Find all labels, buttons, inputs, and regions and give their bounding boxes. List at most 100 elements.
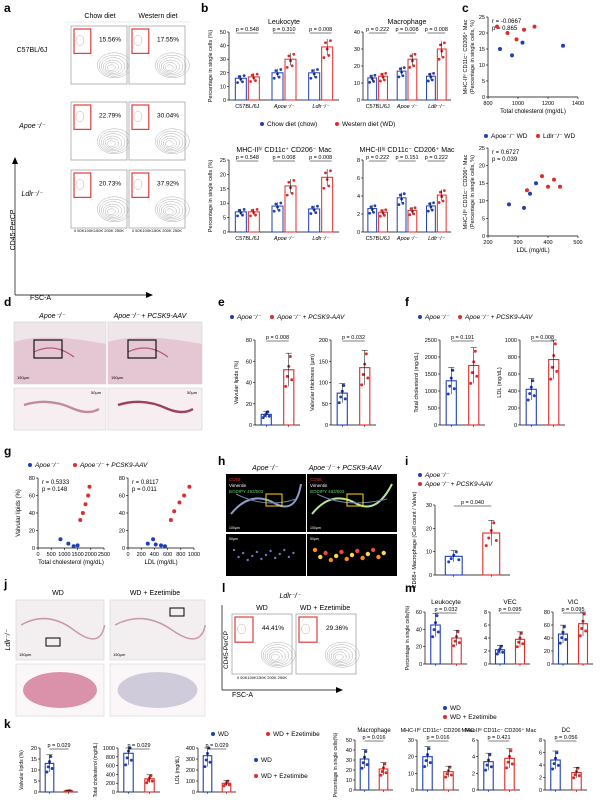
column-label: WD [256, 605, 268, 612]
x-tick-label: 1000 [58, 552, 70, 558]
data-point [431, 635, 435, 639]
x-tick-label: 400 [543, 240, 552, 246]
density-contour [159, 201, 184, 220]
legend-marker [254, 774, 258, 778]
density-contour [75, 111, 85, 122]
chart-title: Macrophage [388, 19, 427, 26]
panel-letter-k: k [4, 717, 11, 731]
data-point [83, 502, 88, 507]
y-tick-label: 60 [119, 494, 125, 500]
y-tick-label: 20 [479, 31, 485, 37]
panel-letter-m: m [405, 581, 416, 595]
gate-percentage: 37.92% [157, 181, 179, 188]
legend: Apoe⁻/⁻ Apoe⁻/⁻ + PCSK9-AAV [28, 462, 148, 469]
data-point [343, 397, 347, 401]
data-point [241, 213, 244, 217]
data-point [285, 193, 289, 197]
data-point [324, 171, 327, 175]
scale-bar-label: 50μm [310, 537, 319, 541]
cell-signal [381, 550, 386, 556]
x-tick-label: 2000 [85, 552, 97, 558]
data-point [397, 75, 401, 79]
data-point [501, 650, 505, 654]
y-tick-label: 25 [220, 158, 226, 164]
y-tick-label: 25 [479, 15, 485, 21]
data-point [287, 54, 291, 58]
data-point [449, 773, 453, 777]
y-tick-label: 60 [246, 359, 252, 365]
chart-title: Leukocyte [268, 19, 300, 26]
y-tick-label: 20 [408, 755, 414, 761]
column-label: Western diet [138, 13, 177, 20]
data-point [71, 544, 76, 549]
gate [298, 616, 318, 643]
data-point [236, 81, 239, 84]
legend: Apoe⁻/⁻ Apoe⁻/⁻ + PCSK9-AAV [230, 314, 345, 321]
data-point [314, 211, 318, 215]
chart-g2: 0 200 400 600 800 1000 0 20 40 60 80 LDL (mg/dL) r =… [119, 476, 200, 566]
density-contour [155, 52, 190, 78]
data-point [494, 539, 498, 543]
gate-percentage: 15.56% [99, 37, 121, 44]
data-point [402, 192, 406, 196]
panel-letter-g: g [4, 444, 11, 458]
p-value: p = 0.222 [366, 27, 389, 33]
cell-signal [344, 556, 349, 562]
data-point [445, 772, 449, 776]
cell-signal [323, 550, 328, 556]
data-point [241, 80, 244, 84]
histology-zoom [15, 663, 105, 717]
chart-c2: 200 300 400 500 0 5 10 15 20 25 LDL (mg/dL) MHC-IIˡ… [462, 146, 583, 254]
density-contour [101, 133, 126, 152]
data-point [521, 642, 525, 646]
density-contour [266, 649, 286, 664]
p-value: p = 0.191 [451, 335, 474, 341]
data-point [145, 781, 149, 785]
y-tick-label: 300 [186, 757, 195, 763]
data-point [159, 543, 163, 548]
data-point [369, 205, 373, 209]
image-label: Apoe⁻/⁻ [251, 465, 279, 472]
y-tick-label: 20 [220, 172, 226, 178]
chart-f1: 0 500 1000 1500 2000 2500 Total cholesterol (m… [414, 335, 485, 429]
data-point [125, 756, 129, 760]
flow-plot-wd: 17.55% [128, 25, 190, 85]
density-contour [107, 208, 116, 215]
density-contour [101, 201, 126, 220]
x-tick-label: Apoe⁻/⁻ [273, 236, 295, 242]
legend-marker [230, 315, 234, 319]
p-value: p = 0.008 [309, 27, 332, 33]
data-point [401, 74, 405, 78]
chart-c1: 800 1000 1200 1400 0 5 10 15 20 25 Total cholester… [462, 15, 584, 115]
data-point [237, 75, 241, 78]
chart-title: MHC-IIʰⁱ CD11c⁺ CD206⁻ Mac [401, 726, 476, 734]
data-point [150, 779, 154, 783]
cell-signal [328, 557, 334, 563]
density-contour [103, 135, 122, 150]
data-point [129, 758, 133, 762]
stain-label: Vimentin [229, 483, 247, 488]
cell-signal [360, 555, 365, 561]
y-tick-label: 6 [357, 176, 360, 182]
stain-label: Vimentin [310, 483, 328, 488]
y-tick-label: 20 [426, 526, 432, 532]
density-contour [161, 203, 180, 218]
y-axis-label: Valvular lipids (%) [19, 750, 25, 790]
x-axis-label: FSC-A [30, 295, 51, 302]
data-point [369, 74, 373, 78]
data-point [80, 511, 85, 515]
p-value: p = 0.095 [498, 607, 521, 613]
data-point [254, 79, 257, 82]
y-axis-label: (Percentage in single cells, %) [470, 155, 476, 229]
data-point [556, 763, 560, 767]
data-point [285, 65, 289, 69]
data-point [162, 544, 167, 549]
y-tick-label: 4 [539, 763, 542, 769]
zoom-box [127, 339, 157, 359]
stain-label: CD68 [229, 477, 241, 482]
data-point [86, 493, 91, 498]
flow-plot-wd: 37.92% [128, 169, 190, 229]
data-point [442, 189, 446, 193]
